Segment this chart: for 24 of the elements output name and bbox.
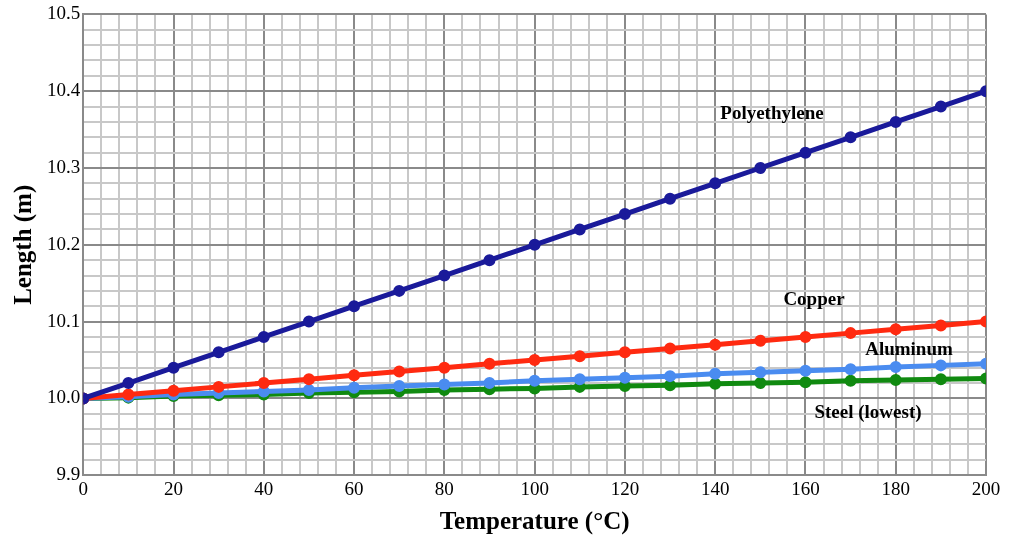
- series-label: Copper: [783, 287, 846, 309]
- x-tick-label: 0: [78, 477, 88, 499]
- y-axis-title: Length (m): [9, 184, 38, 305]
- series-label: Steel (lowest): [814, 401, 922, 424]
- x-tick-label: 180: [881, 477, 910, 499]
- x-tick-label: 60: [344, 477, 364, 499]
- x-tick-label: 160: [791, 477, 820, 499]
- x-tick-label: 140: [700, 477, 730, 499]
- x-tick-label: 200: [971, 477, 1001, 499]
- y-tick-label: 10.4: [47, 79, 81, 101]
- x-tick-label: 40: [254, 477, 274, 499]
- y-tick-label: 10.5: [47, 2, 81, 24]
- y-tick-label: 10.1: [47, 309, 81, 331]
- x-tick-label: 100: [520, 477, 549, 499]
- y-tick-label: 10.2: [47, 232, 81, 254]
- y-tick-label: 10.0: [47, 386, 81, 408]
- y-tick-label: 9.9: [56, 463, 81, 485]
- x-axis-title: Temperature (°C): [439, 507, 630, 536]
- x-tick-label: 120: [610, 477, 640, 499]
- y-tick-label: 10.3: [47, 155, 81, 177]
- x-tick-label: 20: [164, 477, 184, 499]
- series-label: Polyethylene: [720, 102, 824, 124]
- x-tick-label: 80: [434, 477, 454, 499]
- series-label: Aluminum: [865, 337, 953, 359]
